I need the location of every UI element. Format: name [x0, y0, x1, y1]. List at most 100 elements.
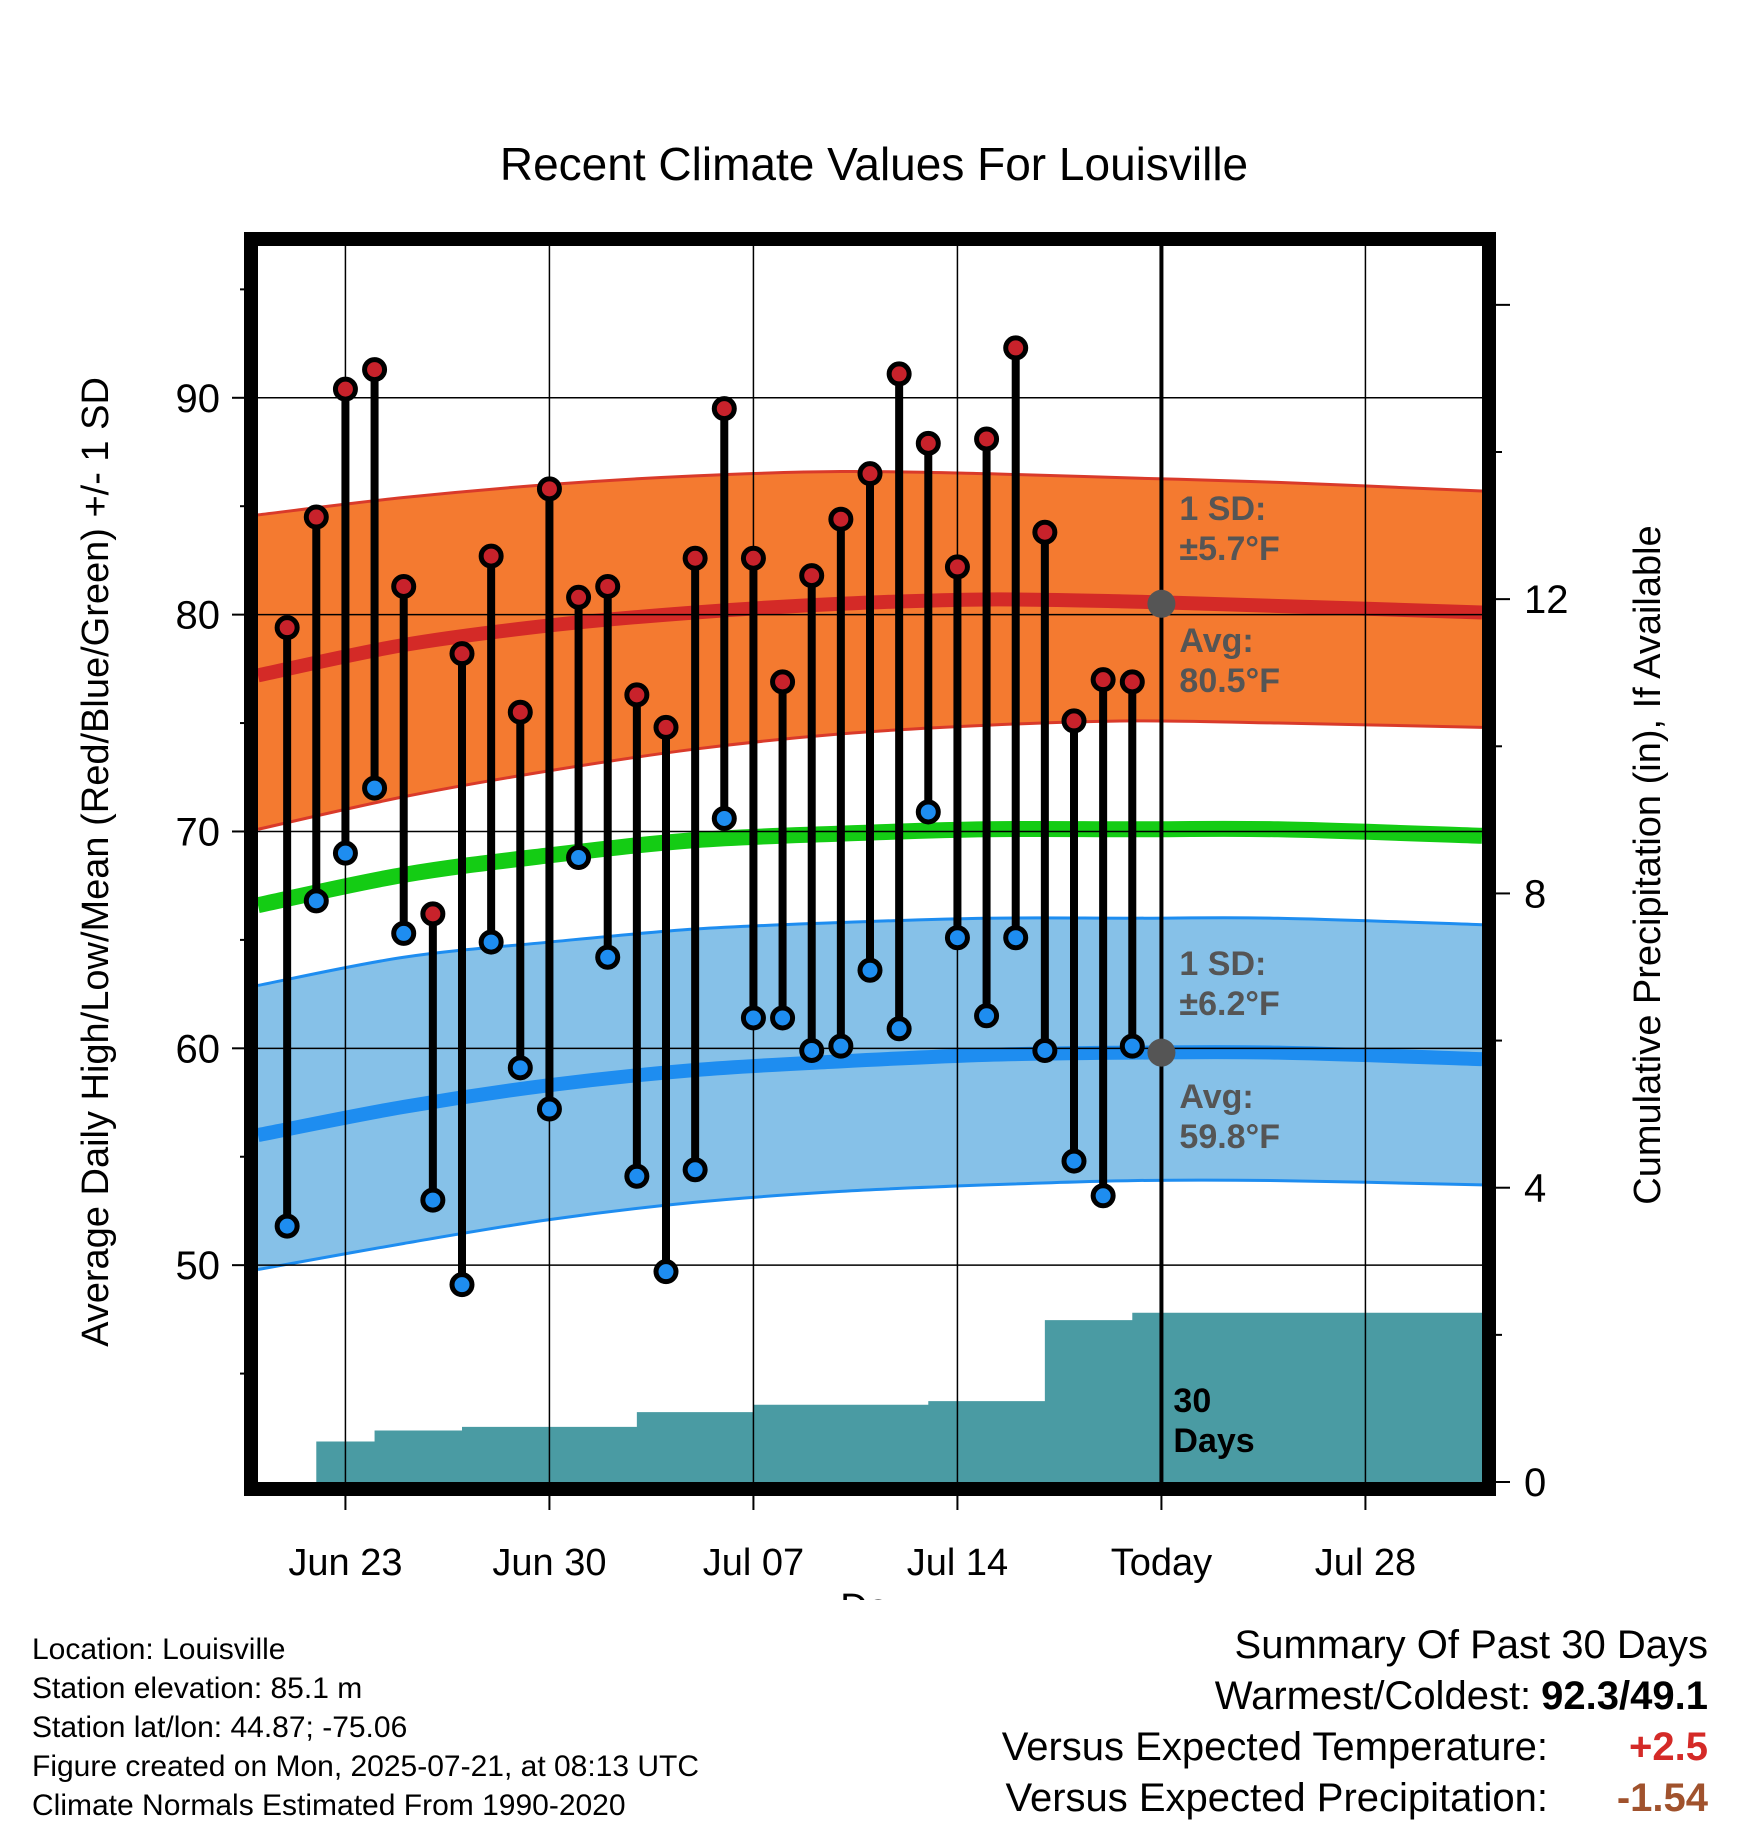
y2-axis-label: Cumulative Precipitation (in), If Availa… — [1627, 525, 1669, 1204]
y-tick-label: 60 — [176, 1027, 221, 1071]
low-point — [332, 840, 358, 866]
y2-tick-label: 8 — [1524, 872, 1546, 916]
low-avg-annotation: 59.8°F — [1179, 1118, 1280, 1156]
low-point — [507, 1055, 533, 1081]
low-point — [566, 844, 592, 870]
low-point — [391, 920, 417, 946]
chart-title: Recent Climate Values For Louisville — [500, 138, 1248, 190]
high-point — [536, 476, 562, 502]
low-point — [449, 1272, 475, 1298]
x-tick-label: Today — [1111, 1542, 1212, 1584]
precip-window-annotation: 30 — [1173, 1382, 1211, 1420]
location-text: Location: Louisville — [32, 1633, 286, 1666]
summary-title: Summary Of Past 30 Days — [1234, 1623, 1708, 1667]
y-tick-label: 80 — [176, 594, 221, 638]
y-tick-label: 90 — [176, 377, 221, 421]
high-sd-upper-edge — [258, 469, 1482, 517]
low-point — [303, 888, 329, 914]
low-point — [595, 944, 621, 970]
low-point — [362, 775, 388, 801]
summary-panel: Summary Of Past 30 Days Warmest/Coldest:… — [1002, 1620, 1708, 1824]
precip-window-annotation: Days — [1173, 1422, 1254, 1460]
high-point — [1032, 519, 1058, 545]
high-point — [478, 543, 504, 569]
high-point — [799, 563, 825, 589]
normals-text: Climate Normals Estimated From 1990-2020 — [32, 1789, 626, 1822]
precip-row: Versus Expected Precipitation: -1.54 — [1002, 1773, 1708, 1824]
y-tick-label: 70 — [176, 810, 221, 854]
high-point — [682, 545, 708, 571]
low-sd-annotation: ±6.2°F — [1179, 985, 1279, 1023]
low-point — [944, 925, 970, 951]
low-point — [1061, 1148, 1087, 1174]
temp-row: Versus Expected Temperature: +2.5 — [1002, 1722, 1708, 1773]
low-sd-lower-edge — [258, 1178, 1482, 1271]
low-point — [624, 1163, 650, 1189]
high-avg-annotation: 80.5°F — [1179, 662, 1280, 700]
high-point — [420, 901, 446, 927]
high-point — [1003, 335, 1029, 361]
low-point — [770, 1005, 796, 1031]
y-axis-label: Average Daily High/Low/Mean (Red/Blue/Gr… — [75, 377, 117, 1347]
elevation-text: Station elevation: 85.1 m — [32, 1672, 363, 1705]
low-point — [857, 957, 883, 983]
x-tick-label: Jun 23 — [288, 1542, 402, 1584]
low-avg-annotation: Avg: — [1179, 1078, 1253, 1116]
high-point — [828, 506, 854, 532]
low-sd-band — [258, 917, 1482, 1270]
low-point — [478, 929, 504, 955]
high-point — [274, 615, 300, 641]
high-point — [857, 461, 883, 487]
y2-tick-label: 4 — [1524, 1167, 1546, 1211]
low-point — [799, 1037, 825, 1063]
high-avg-annotation: Avg: — [1179, 622, 1253, 660]
high-point — [1061, 708, 1087, 734]
low-point — [974, 1003, 1000, 1029]
high-point — [507, 699, 533, 725]
precip-value: -1.54 — [1616, 1776, 1708, 1820]
low-point — [1032, 1037, 1058, 1063]
high-point — [740, 545, 766, 571]
climate-chart: Recent Climate Values For Louisville Ave… — [75, 138, 1669, 1600]
station-info: Location: Louisville Station elevation: … — [32, 1630, 699, 1825]
today-low-avg-marker — [1147, 1038, 1176, 1067]
low-point — [886, 1016, 912, 1042]
temp-value: +2.5 — [1629, 1725, 1708, 1769]
high-point — [391, 573, 417, 599]
warm-cold-value: 92.3/49.1 — [1541, 1674, 1708, 1718]
high-point — [770, 669, 796, 695]
low-point — [828, 1033, 854, 1059]
high-point — [974, 426, 1000, 452]
temp-label: Versus Expected Temperature: — [1001, 1725, 1548, 1769]
high-point — [624, 682, 650, 708]
low-point — [274, 1213, 300, 1239]
low-point — [1090, 1183, 1116, 1209]
high-point — [915, 430, 941, 456]
created-text: Figure created on Mon, 2025-07-21, at 08… — [32, 1750, 700, 1783]
low-point — [740, 1005, 766, 1031]
y2-tick-label: 12 — [1524, 578, 1569, 622]
low-point — [711, 805, 737, 831]
high-point — [1119, 669, 1145, 695]
x-axis-label: Day — [840, 1587, 908, 1600]
high-sd-annotation: 1 SD: — [1179, 490, 1266, 528]
high-point — [449, 641, 475, 667]
high-point — [566, 584, 592, 610]
low-point — [915, 799, 941, 825]
high-point — [1090, 667, 1116, 693]
high-point — [595, 573, 621, 599]
x-tick-label: Jun 30 — [492, 1542, 606, 1584]
low-point — [682, 1157, 708, 1183]
x-tick-label: Jul 14 — [907, 1542, 1008, 1584]
warm-cold-label: Warmest/Coldest: — [1214, 1674, 1532, 1718]
x-tick-label: Jul 28 — [1315, 1542, 1416, 1584]
precip-area — [287, 1312, 1482, 1482]
low-sd-annotation: 1 SD: — [1179, 945, 1266, 983]
plot-frame — [244, 232, 1496, 1496]
high-point — [362, 357, 388, 383]
high-point — [886, 361, 912, 387]
today-high-avg-marker — [1147, 589, 1176, 618]
warm-cold-row: Warmest/Coldest: 92.3/49.1 — [1002, 1671, 1708, 1722]
low-point — [536, 1096, 562, 1122]
